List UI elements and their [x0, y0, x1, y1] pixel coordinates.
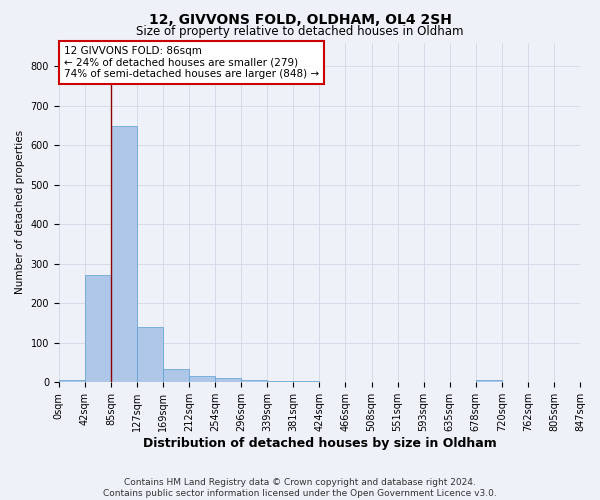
Bar — [163, 370, 189, 382]
Text: Size of property relative to detached houses in Oldham: Size of property relative to detached ho… — [136, 25, 464, 38]
Bar — [476, 380, 502, 382]
Bar — [293, 381, 319, 382]
Bar — [267, 381, 293, 382]
Bar — [85, 276, 111, 382]
Bar — [241, 380, 267, 382]
Bar — [215, 378, 241, 382]
Bar — [59, 380, 85, 382]
Text: 12 GIVVONS FOLD: 86sqm
← 24% of detached houses are smaller (279)
74% of semi-de: 12 GIVVONS FOLD: 86sqm ← 24% of detached… — [64, 46, 319, 79]
Bar — [189, 376, 215, 382]
X-axis label: Distribution of detached houses by size in Oldham: Distribution of detached houses by size … — [143, 437, 496, 450]
Bar — [137, 327, 163, 382]
Text: 12, GIVVONS FOLD, OLDHAM, OL4 2SH: 12, GIVVONS FOLD, OLDHAM, OL4 2SH — [149, 12, 451, 26]
Text: Contains HM Land Registry data © Crown copyright and database right 2024.
Contai: Contains HM Land Registry data © Crown c… — [103, 478, 497, 498]
Bar — [111, 126, 137, 382]
Y-axis label: Number of detached properties: Number of detached properties — [15, 130, 25, 294]
